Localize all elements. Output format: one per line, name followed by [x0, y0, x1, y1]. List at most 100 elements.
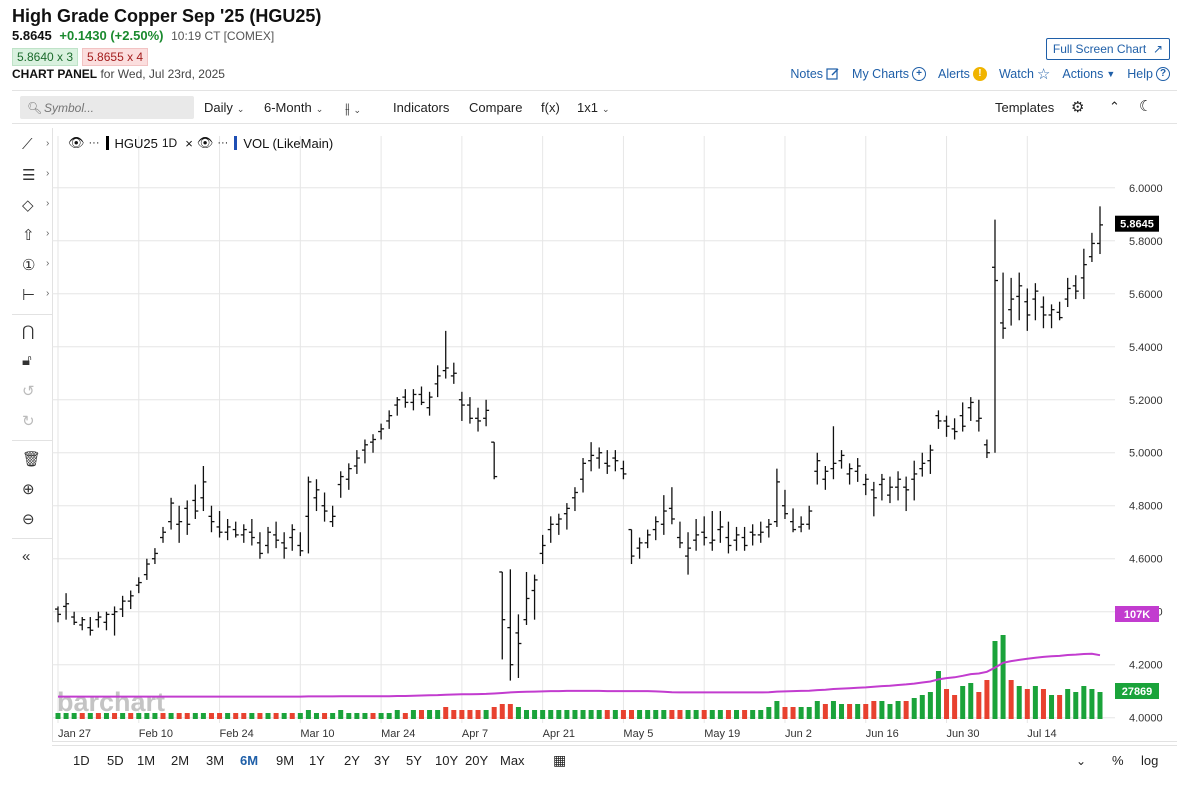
notes-link[interactable]: Notes	[790, 67, 840, 81]
fib-tool[interactable]: ☰ ›	[22, 166, 52, 186]
volume-bar	[532, 710, 538, 719]
price-tick-label: 6.0000	[1129, 183, 1163, 195]
volume-bar	[709, 710, 715, 719]
log-toggle[interactable]: log	[1141, 753, 1159, 768]
date-tick-label: Mar 10	[300, 728, 334, 740]
date-tick-label: Mar 24	[381, 728, 415, 740]
layout-dropdown[interactable]: 1x1 ⌄	[577, 100, 610, 115]
symbol-search-input[interactable]	[20, 96, 194, 119]
redo-button[interactable]: ↻	[22, 412, 52, 432]
volume-bar	[281, 713, 287, 719]
volume-bar	[370, 713, 376, 719]
volume-bar	[968, 683, 974, 719]
volume-bar	[144, 713, 150, 719]
volume-bar	[903, 701, 909, 719]
full-screen-label: Full Screen Chart	[1052, 42, 1147, 56]
eye-icon[interactable]: 👁︎	[196, 135, 214, 150]
bar-type-dropdown[interactable]: ⫲ ⌄	[345, 100, 361, 117]
volume-bar	[79, 713, 85, 719]
measure-icon: ⊢	[22, 287, 36, 304]
delete-button[interactable]: 🗑︎	[22, 450, 52, 470]
ohlc-bars	[55, 206, 1103, 681]
more-dots-icon[interactable]: ···	[217, 137, 229, 149]
interval-dropdown[interactable]: Daily ⌄	[204, 100, 244, 115]
range-button-10y[interactable]: 10Y	[435, 753, 459, 768]
volume-bar	[354, 713, 360, 719]
my-charts-link[interactable]: My Charts +	[852, 67, 926, 81]
volume-bar	[952, 695, 958, 719]
period-dropdown[interactable]: 6-Month ⌄	[264, 100, 323, 115]
range-button-5d[interactable]: 5D	[107, 753, 124, 768]
volume-bar	[386, 713, 392, 719]
remove-series-icon[interactable]: ×	[185, 135, 193, 151]
help-link[interactable]: Help ?	[1127, 67, 1170, 81]
date-tick-label: Jun 16	[866, 728, 899, 740]
range-button-6m[interactable]: 6M	[240, 753, 259, 768]
range-button-2m[interactable]: 2M	[171, 753, 190, 768]
double-chevron-down-icon[interactable]: ⌄	[1076, 754, 1087, 768]
price-chart[interactable]: barchart 6.00005.80005.60005.40005.20005…	[52, 128, 1177, 742]
eye-icon[interactable]: 👁︎	[68, 135, 85, 150]
dark-mode-moon-icon[interactable]: ☾	[1139, 98, 1153, 115]
range-button-1m[interactable]: 1M	[137, 753, 156, 768]
volume-bar	[208, 713, 214, 719]
watch-link[interactable]: Watch ☆	[999, 65, 1050, 83]
volume-bar	[766, 707, 772, 719]
zoom-in-button[interactable]: ⊕	[22, 480, 52, 500]
range-button-1d[interactable]: 1D	[73, 753, 90, 768]
compare-button[interactable]: Compare	[469, 100, 523, 115]
more-dots-icon[interactable]: ···	[88, 137, 100, 149]
volume-bar	[790, 707, 796, 719]
volume-bar	[63, 713, 69, 719]
zoom-out-button[interactable]: ⊖	[22, 510, 52, 530]
external-arrow-icon: ↗	[1149, 42, 1163, 56]
arrow-tool[interactable]: ⇧ ›	[22, 226, 52, 246]
range-bar	[52, 745, 1177, 777]
volume-bar	[120, 713, 126, 719]
templates-button[interactable]: Templates	[995, 100, 1055, 115]
volume-bar	[273, 713, 279, 719]
volume-bar	[960, 686, 966, 719]
volume-bar	[774, 701, 780, 719]
calendar-icon[interactable]: ▦	[553, 752, 567, 768]
range-button-5y[interactable]: 5Y	[406, 753, 422, 768]
volume-bar	[475, 710, 481, 719]
range-button-max[interactable]: Max	[500, 753, 525, 768]
search-icon: 🔍︎	[27, 101, 43, 115]
volume-bar	[184, 713, 190, 719]
undo-icon: ↺	[22, 383, 35, 400]
shapes-tool[interactable]: ◇ ›	[22, 196, 52, 216]
volume-bar	[556, 710, 562, 719]
volume-bar	[927, 692, 933, 719]
measure-tool[interactable]: ⊢ ›	[22, 286, 52, 306]
range-button-3m[interactable]: 3M	[206, 753, 225, 768]
tool-divider	[12, 440, 52, 441]
annotation-tool[interactable]: ① ›	[22, 256, 52, 276]
undo-button[interactable]: ↺	[22, 382, 52, 402]
alerts-link[interactable]: Alerts !	[938, 67, 987, 81]
function-button[interactable]: f(x)	[541, 100, 560, 115]
lock-tool[interactable]: 🔓︎	[22, 352, 52, 372]
indicators-button[interactable]: Indicators	[393, 100, 450, 115]
percent-toggle[interactable]: %	[1112, 753, 1124, 768]
full-screen-chart-button[interactable]: Full Screen Chart ↗	[1045, 38, 1170, 60]
range-button-9m[interactable]: 9M	[276, 753, 295, 768]
price-tick-label: 5.6000	[1129, 289, 1163, 301]
collapse-up-icon[interactable]: ⌃	[1109, 99, 1120, 114]
tool-divider	[12, 538, 52, 539]
trendline-tool[interactable]: ⟋ ›	[22, 136, 52, 156]
magnet-tool[interactable]: ⋂	[22, 322, 52, 342]
range-button-20y[interactable]: 20Y	[465, 753, 489, 768]
drawing-tools-rail: ⟋ › ☰ › ◇ › ⇧ › ① › ⊢ › ⋂ 🔓︎ ↺ ↻ 🗑︎ ⊕ ⊖ «	[12, 130, 52, 580]
settings-gear-icon[interactable]: ⚙	[1071, 99, 1085, 116]
volume-bar	[1040, 689, 1046, 719]
range-button-2y[interactable]: 2Y	[344, 753, 360, 768]
actions-menu[interactable]: Actions ▼	[1062, 67, 1115, 81]
collapse-tools-button[interactable]: «	[22, 548, 52, 568]
volume-bar	[572, 710, 578, 719]
range-button-3y[interactable]: 3Y	[374, 753, 390, 768]
last-price-axis-label-box	[1115, 215, 1159, 232]
price-line: 5.8645 +0.1430 (+2.50%) 10:19 CT [COMEX]	[12, 28, 274, 43]
chart-legend: 👁︎ ··· HGU25 1D × 👁︎ ··· VOL (LikeMain)	[68, 135, 333, 151]
range-button-1y[interactable]: 1Y	[309, 753, 325, 768]
